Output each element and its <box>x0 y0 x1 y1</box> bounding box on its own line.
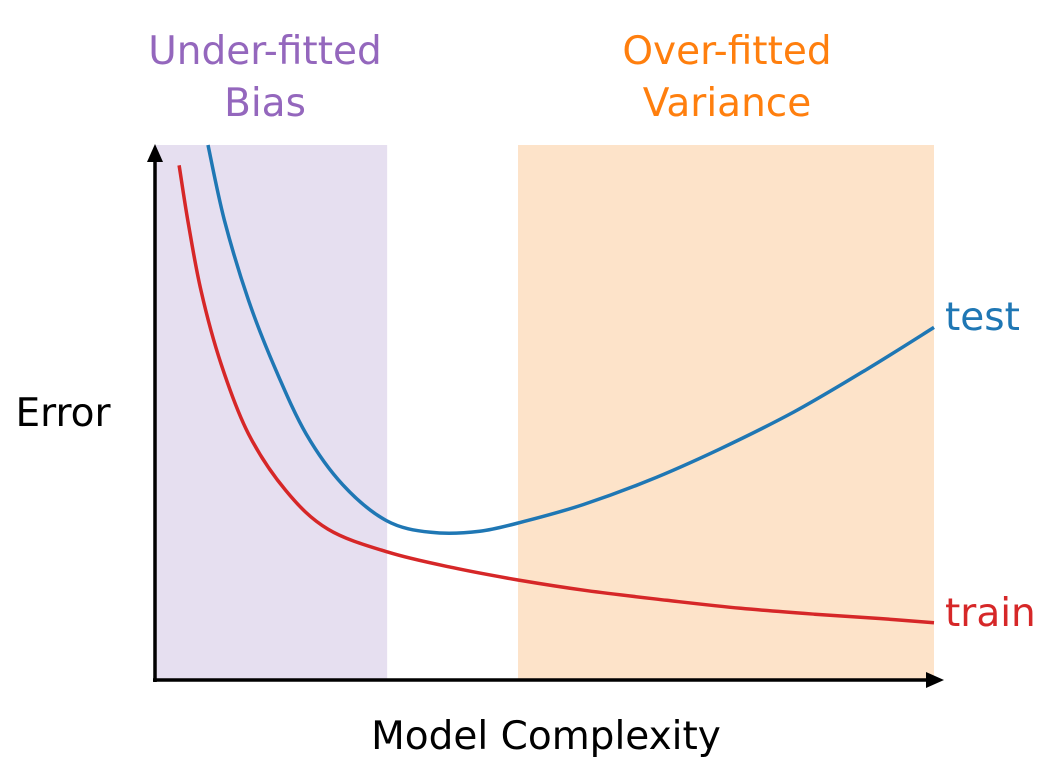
x-axis-label: Model Complexity <box>371 714 721 759</box>
test-series-label: test <box>945 295 1020 340</box>
train-error-curve <box>177 165 935 625</box>
under-fitted-region <box>155 145 388 680</box>
over-fitted-region <box>518 145 934 680</box>
under-fitted-title: Under-fitted <box>148 29 382 74</box>
over-fitted-title: Over-fitted <box>622 29 831 74</box>
bias-title: Bias <box>224 81 306 126</box>
train-series-label: train <box>945 591 1036 636</box>
x-axis-arrow-icon <box>926 672 944 688</box>
test-error-curve <box>206 144 935 536</box>
y-axis-arrow-icon <box>147 144 163 162</box>
y-axis-label: Error <box>15 391 111 436</box>
variance-title: Variance <box>643 81 811 126</box>
